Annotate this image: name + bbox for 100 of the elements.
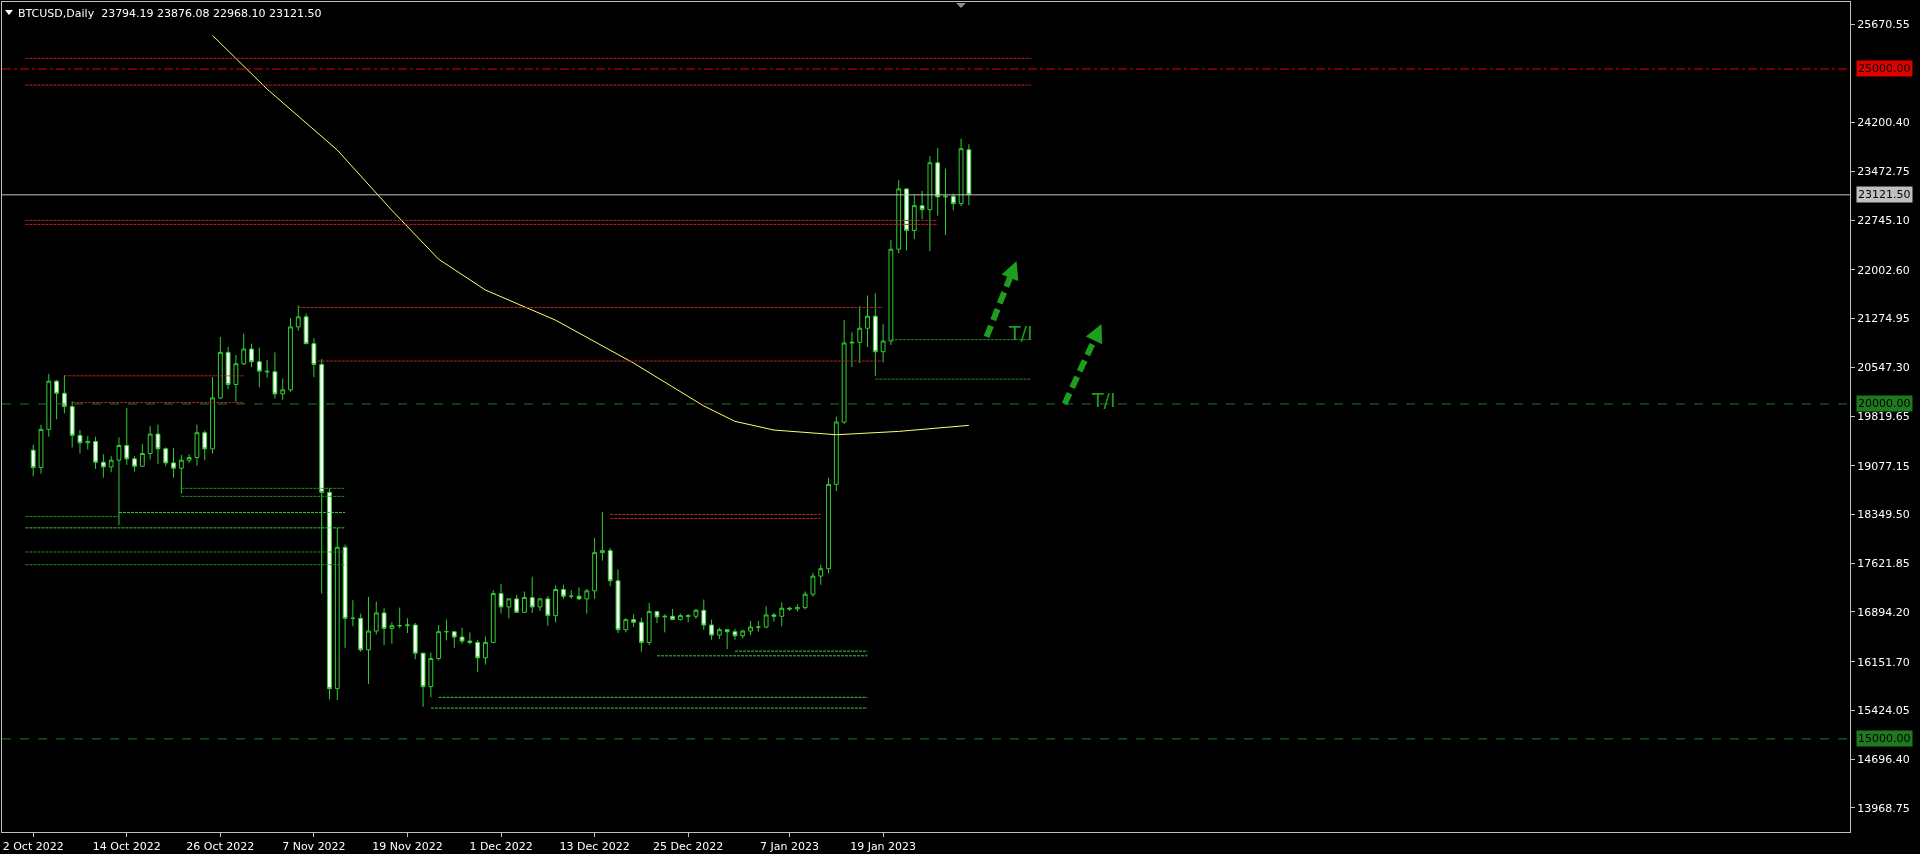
candlestick [685,613,691,623]
candlestick [794,603,800,613]
candlestick [186,453,192,464]
x-tick-label: 7 Nov 2022 [282,840,346,854]
candlestick [896,179,902,254]
ref-line-label: 15000.00 [1858,732,1911,745]
candlestick [54,379,59,420]
candlestick [833,416,839,492]
candlestick [420,651,426,708]
candlestick [264,359,270,379]
candlestick [561,584,566,600]
candlestick [599,511,605,562]
annotation: T/I [1091,389,1116,411]
candlestick [880,323,886,363]
candlestick [943,168,948,236]
candlestick [732,628,738,641]
candlestick [171,447,176,479]
y-tick-label: 21274.95 [1857,312,1910,326]
ref-line-label: 25000.00 [1858,62,1911,75]
candlestick [802,591,808,611]
candlestick [241,333,247,366]
x-tick-label: 19 Jan 2023 [850,840,917,854]
candlestick [451,631,457,649]
candlestick [935,147,941,217]
line-series [212,34,970,436]
candlestick [225,346,231,390]
candlestick [178,454,184,495]
candlestick [303,313,309,345]
x-tick-label: 2 Oct 2022 [2,840,64,854]
candlestick [841,319,847,425]
x-tick-label: 13 Dec 2022 [559,840,630,854]
candlestick [405,617,410,634]
candlestick [358,613,364,653]
candlestick [670,608,675,621]
candlestick [139,443,145,467]
candlestick [397,607,403,629]
candlestick [38,424,44,475]
candlestick [389,621,395,645]
candlestick [693,608,699,620]
candlestick [638,617,644,653]
candlestick [537,597,543,612]
candlestick [132,455,137,473]
candlestick [865,294,870,348]
candlestick [623,617,629,633]
y-tick-label: 22002.60 [1857,263,1910,277]
candlestick [654,610,660,624]
candlestick [779,601,785,627]
candlestick [927,155,933,252]
candlestick [490,589,496,644]
annotation: T/I [1008,322,1033,344]
y-tick-label: 17621.85 [1857,557,1910,571]
ref-line-label: 23121.50 [1858,188,1911,201]
candlestick [436,624,442,662]
candlestick [428,651,434,698]
candlestick [381,607,387,646]
y-tick-label: 19077.15 [1857,459,1910,473]
candlestick [818,564,824,586]
candlestick [342,544,348,649]
candlestick [366,596,371,685]
y-tick-label: 20547.30 [1857,361,1910,375]
candlestick [662,613,668,633]
candlestick [272,351,278,400]
candlestick [701,599,707,631]
candlestick [412,622,418,660]
y-tick-label: 14696.40 [1857,753,1910,767]
candlestick [77,429,83,455]
candlestick [646,602,652,646]
y-tick-label: 25670.55 [1857,17,1910,31]
candlestick [373,601,379,635]
candlestick [100,453,106,479]
candlestick [350,599,356,627]
candlestick [584,588,590,615]
candlestick [61,374,67,414]
x-tick-label: 25 Dec 2022 [653,840,724,854]
candlestick [529,576,535,614]
candlestick [857,305,863,364]
candlestick [93,436,98,470]
candlestick [958,138,964,207]
candlestick [155,424,161,465]
candlestick [30,444,36,477]
candlestick [771,612,777,623]
candlestick [210,376,215,455]
candlestick [748,620,753,636]
candlestick [483,635,488,666]
y-tick-label: 19819.65 [1857,409,1910,423]
candlestick [85,435,91,450]
candlestick [545,595,551,627]
candlestick [904,187,909,252]
candlestick [295,304,301,332]
x-tick-label: 14 Oct 2022 [92,840,161,854]
candlestick [288,317,293,393]
candlestick [716,627,722,640]
y-tick-label: 24200.40 [1857,116,1910,130]
candlestick [849,331,855,368]
candlestick [709,619,714,641]
candlestick [280,377,286,401]
candlestick [950,193,956,211]
candlestick [787,606,792,612]
y-tick-label: 13968.75 [1857,801,1910,815]
candlestick [233,354,239,403]
